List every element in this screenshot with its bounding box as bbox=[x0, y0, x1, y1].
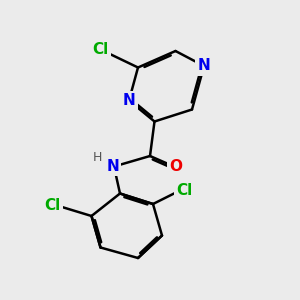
Text: N: N bbox=[123, 93, 135, 108]
Text: N: N bbox=[106, 159, 119, 174]
Text: Cl: Cl bbox=[44, 198, 61, 213]
Text: H: H bbox=[93, 151, 102, 164]
Text: N: N bbox=[198, 58, 210, 74]
Text: O: O bbox=[169, 159, 182, 174]
Text: Cl: Cl bbox=[176, 183, 193, 198]
Text: Cl: Cl bbox=[92, 42, 109, 57]
